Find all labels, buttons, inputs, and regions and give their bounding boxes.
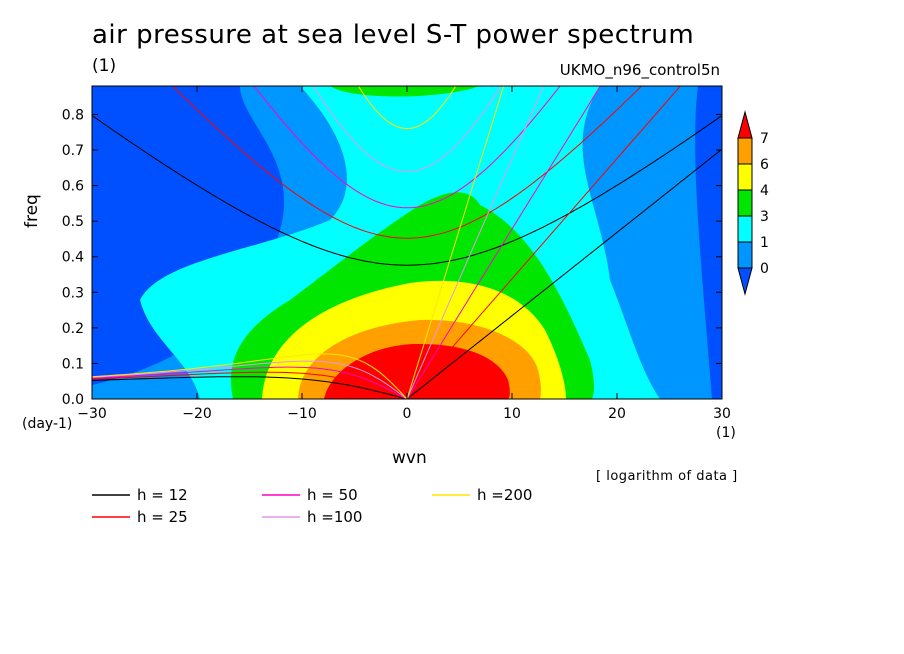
gravity-curve — [312, 86, 502, 173]
x-tick-label: −10 — [287, 406, 317, 422]
legend-label: h = 50 — [307, 486, 358, 504]
y-tick-label: 0.6 — [62, 179, 84, 195]
x-tick-label: 0 — [403, 406, 412, 422]
colorbar-label: 7 — [760, 131, 769, 147]
chart-title: air pressure at sea level S-T power spec… — [92, 20, 695, 50]
colorbar-label: 3 — [760, 209, 769, 225]
units-label: (1) — [92, 56, 117, 76]
x-tick-label: 10 — [503, 406, 521, 422]
model-label: UKMO_n96_control5n — [559, 61, 720, 79]
colorbar-top-arrow — [737, 110, 753, 139]
y-tick-label: 0.8 — [62, 107, 84, 123]
region-level-7 — [324, 343, 510, 399]
x-tick-label: −20 — [182, 406, 212, 422]
colorbar-segment — [737, 189, 753, 217]
x-tick-label: 20 — [608, 406, 626, 422]
colorbar-label: 4 — [760, 183, 769, 199]
x-unit-right: (1) — [716, 425, 736, 441]
rossby-curve — [92, 353, 408, 399]
x-axis: −30 −20 −10 0 10 20 30 — [77, 86, 731, 422]
y-axis: 0.0 0.1 0.2 0.3 0.4 0.5 0.6 0.7 0.8 — [62, 107, 722, 408]
region-level-3-top — [330, 86, 480, 97]
legend-label: h =200 — [477, 486, 532, 504]
colorbar: 7 6 4 3 1 0 — [737, 110, 769, 296]
legend-label: h = 12 — [137, 486, 188, 504]
colorbar-label: 0 — [760, 261, 769, 277]
rossby-curve — [92, 366, 408, 399]
kelvin-curve — [406, 86, 545, 399]
y-tick-label: 0.7 — [62, 143, 84, 159]
legend-label: h = 25 — [137, 508, 188, 526]
x-unit-left: (day-1) — [22, 416, 73, 432]
y-tick-label: 0.3 — [62, 285, 84, 301]
gravity-curve — [171, 86, 643, 239]
y-tick-label: 0.5 — [62, 214, 84, 230]
gravity-curve — [253, 86, 561, 209]
colorbar-label: 6 — [760, 157, 769, 173]
rossby-curve — [92, 371, 408, 399]
y-tick-label: 0.4 — [62, 250, 84, 266]
rossby-curve — [92, 360, 408, 399]
colorbar-segment — [737, 137, 753, 165]
colorbar-segment — [737, 241, 753, 269]
log-note: [ logarithm of data ] — [596, 469, 738, 484]
kelvin-curve — [406, 86, 505, 399]
y-tick-label: 0.2 — [62, 321, 84, 337]
gravity-curve — [92, 115, 722, 266]
x-axis-label: wvn — [392, 448, 427, 468]
colorbar-segment — [737, 163, 753, 191]
x-tick-label: 30 — [713, 406, 731, 422]
dispersion-curves — [92, 86, 722, 399]
rossby-curve — [92, 376, 408, 399]
contour-fill — [92, 86, 722, 399]
y-tick-label: 0.1 — [62, 356, 84, 372]
kelvin-curve — [406, 86, 682, 399]
x-tick-label: −30 — [77, 406, 107, 422]
legend: h = 12 h = 25 h = 50 h =100 h =200 — [92, 486, 532, 526]
legend-label: h =100 — [307, 508, 362, 526]
gravity-curve — [357, 86, 457, 130]
colorbar-segment — [737, 215, 753, 243]
kelvin-curve — [406, 148, 722, 399]
colorbar-bottom-arrow — [737, 267, 753, 296]
y-tick-label: 0.0 — [62, 392, 84, 408]
kelvin-curve — [406, 86, 601, 399]
colorbar-label: 1 — [760, 235, 769, 251]
